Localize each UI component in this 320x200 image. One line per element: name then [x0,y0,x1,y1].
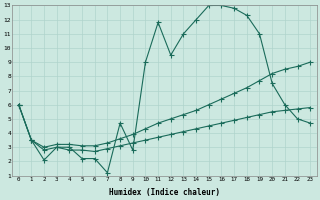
X-axis label: Humidex (Indice chaleur): Humidex (Indice chaleur) [109,188,220,197]
